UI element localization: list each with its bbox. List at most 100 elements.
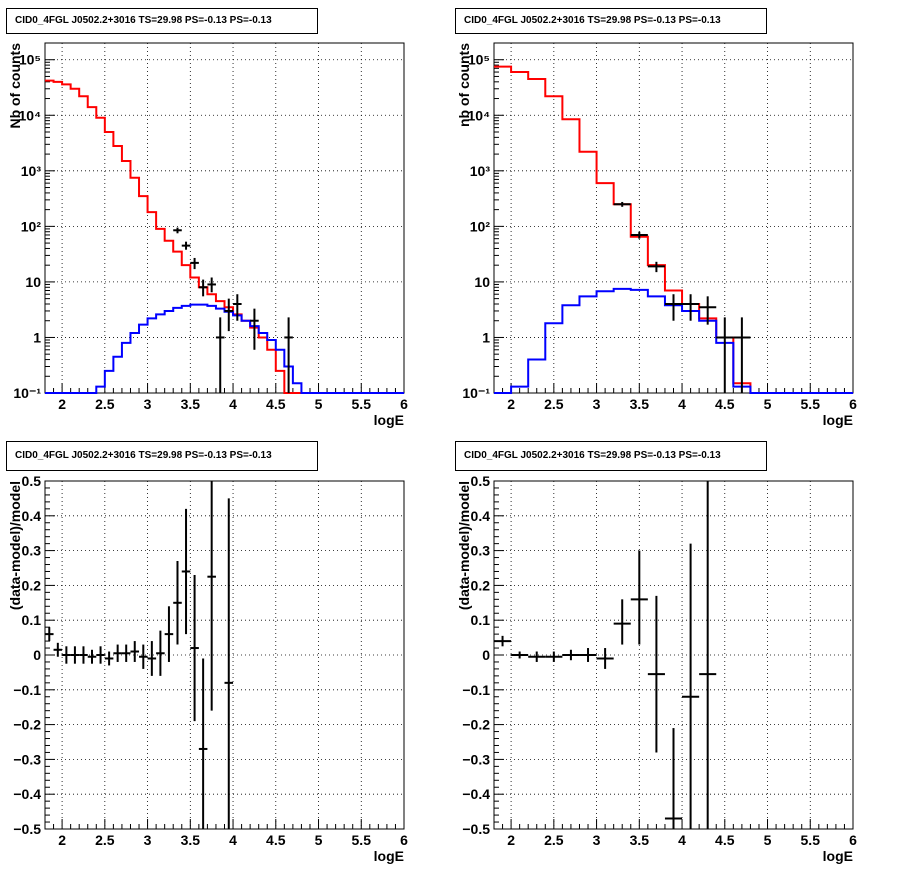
x-tick-label: 2.5: [544, 832, 564, 848]
x-tick-label: 3.5: [630, 396, 650, 412]
data-point: [494, 635, 512, 647]
data-point: [664, 728, 683, 829]
y-axis-label: (data-model)/model: [7, 481, 23, 610]
data-point: [113, 644, 122, 662]
data-point: [682, 543, 700, 829]
data-point: [190, 574, 199, 722]
x-tick-label: 2: [507, 396, 515, 412]
data-point: [104, 651, 114, 666]
y-tick-label: 0.5: [22, 473, 42, 489]
series-line-model-source: [45, 303, 404, 394]
y-tick-label: 10²: [21, 218, 42, 234]
data-point: [682, 294, 700, 321]
data-point: [233, 294, 242, 321]
y-tick-label: 10⁴: [468, 107, 491, 123]
x-tick-label: 3.5: [630, 832, 650, 848]
data-point: [630, 550, 648, 645]
data-point: [70, 646, 80, 664]
y-tick-label: 10²: [470, 218, 491, 234]
data-point: [545, 651, 563, 662]
x-tick-label: 3.5: [181, 832, 201, 848]
x-tick-label: 4.5: [266, 832, 286, 848]
data-point: [250, 308, 259, 350]
x-axis-label: logE: [374, 412, 404, 428]
x-tick-label: 4.5: [266, 396, 286, 412]
x-tick-label: 2.5: [544, 396, 564, 412]
y-tick-label: 1: [33, 329, 41, 345]
y-tick-label: 10⁵: [19, 52, 41, 68]
y-tick-label: −0.1: [462, 682, 490, 698]
data-point: [130, 641, 140, 662]
data-point: [173, 561, 182, 645]
y-tick-label: 0.2: [22, 577, 42, 593]
pad-counts-right: CID0_4FGL J0502.2+3016 TS=29.98 PS=-0.13…: [449, 0, 898, 437]
x-tick-label: 5: [764, 832, 772, 848]
y-tick-label: 10⁴: [19, 107, 42, 123]
data-point: [596, 648, 614, 669]
y-tick-label: 10³: [470, 163, 491, 179]
y-tick-label: 10: [25, 274, 41, 290]
y-tick-label: −0.4: [462, 786, 490, 802]
data-point: [156, 630, 165, 676]
y-tick-label: −0.3: [462, 751, 490, 767]
data-point: [215, 317, 225, 393]
pad-counts-left: CID0_4FGL J0502.2+3016 TS=29.98 PS=-0.13…: [0, 0, 449, 437]
x-tick-label: 5: [315, 396, 323, 412]
data-point: [62, 646, 71, 664]
y-tick-label: 0.5: [471, 473, 491, 489]
y-tick-label: 10⁵: [468, 52, 490, 68]
chart-counts-left: 2 2.5 3 3.5 4 4.5 5 5.5 6 10⁻¹ 1 10 10² 10³ 10⁴ 10⁵ logE…: [7, 42, 408, 428]
data-point: [613, 599, 631, 645]
data-point: [716, 317, 734, 393]
data-point: [139, 644, 148, 669]
chart-residuals-right: 2 2.5 3 3.5 4 4.5 5 5.5 6 −0.5 −0.4 −0.3 −0.2 −0.1 0 0.…: [456, 473, 857, 864]
x-tick-label: 4: [229, 832, 237, 848]
y-tick-label: 0.4: [22, 508, 42, 524]
x-tick-label: 6: [400, 396, 408, 412]
x-tick-label: 5.5: [801, 832, 821, 848]
chart-title: CID0_4FGL J0502.2+3016 TS=29.98 PS=-0.13…: [6, 8, 318, 34]
data-point: [284, 317, 293, 393]
x-tick-label: 4: [229, 396, 237, 412]
x-tick-label: 5.5: [352, 396, 372, 412]
x-tick-label: 3: [593, 396, 601, 412]
data-point: [121, 644, 131, 662]
x-tick-label: 5.5: [352, 832, 372, 848]
y-tick-label: 10: [474, 274, 490, 290]
chart-title: CID0_4FGL J0502.2+3016 TS=29.98 PS=-0.13…: [455, 441, 767, 471]
x-tick-label: 2: [58, 396, 66, 412]
x-tick-label: 2: [58, 832, 66, 848]
data-point: [733, 317, 751, 393]
data-point: [224, 298, 234, 332]
data-point: [664, 294, 683, 321]
x-tick-label: 4: [678, 832, 686, 848]
y-axis-label: Nb of counts: [7, 43, 23, 129]
data-point: [630, 231, 648, 239]
data-point: [190, 257, 199, 270]
data-point: [164, 606, 174, 662]
data-point: [181, 241, 191, 250]
data-point: [207, 277, 216, 293]
data-point: [147, 641, 157, 676]
x-tick-label: 4.5: [715, 396, 735, 412]
x-tick-label: 4: [678, 396, 686, 412]
x-tick-label: 6: [849, 396, 857, 412]
chart-residuals-left: 2 2.5 3 3.5 4 4.5 5 5.5 6 −0.5 −0.4 −0.3 −0.2 −0.1 0 0.…: [7, 473, 408, 864]
data-point: [198, 279, 208, 297]
x-tick-label: 5: [764, 396, 772, 412]
y-tick-label: −0.1: [13, 682, 41, 698]
data-point: [699, 481, 717, 829]
data-point: [528, 651, 546, 662]
x-tick-label: 2: [507, 832, 515, 848]
x-tick-label: 2.5: [95, 396, 115, 412]
x-tick-label: 4.5: [715, 832, 735, 848]
plot-frame: [44, 42, 405, 394]
x-tick-label: 3: [593, 832, 601, 848]
y-tick-label: 10⁻¹: [462, 385, 490, 401]
data-point: [79, 646, 88, 664]
data-point: [647, 595, 665, 753]
y-tick-label: 0.1: [22, 612, 42, 628]
data-point: [613, 201, 631, 207]
x-axis-label: logE: [823, 412, 853, 428]
x-axis-label: logE: [374, 848, 404, 864]
